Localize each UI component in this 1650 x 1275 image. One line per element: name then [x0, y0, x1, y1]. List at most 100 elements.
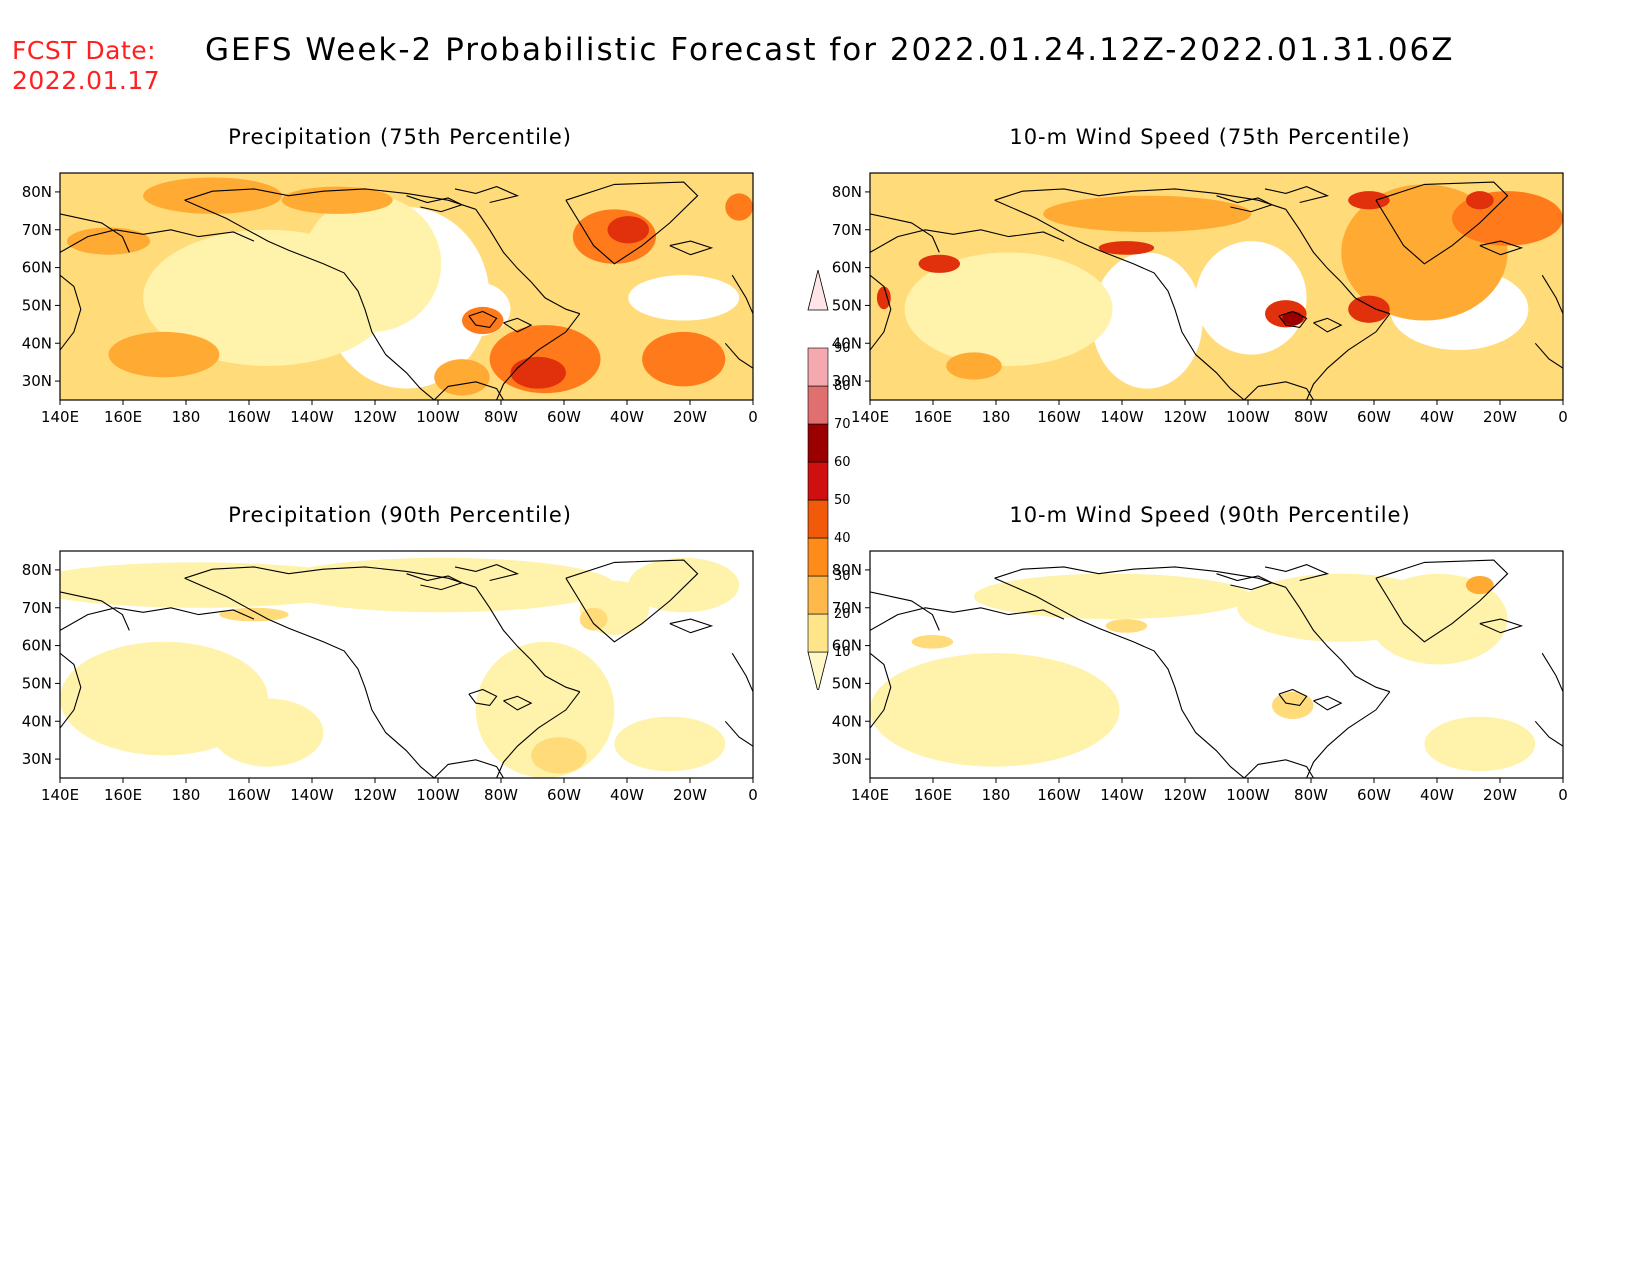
coastline — [1278, 310, 1308, 328]
coastline — [184, 199, 435, 400]
shaded-area — [1195, 241, 1307, 355]
coastline — [1541, 274, 1563, 314]
lon-tick-label: 0 — [1558, 408, 1568, 426]
lon-tick-label: 40W — [1420, 786, 1454, 804]
shaded-area — [1098, 241, 1155, 255]
lon-tick-label: 20W — [1483, 786, 1517, 804]
lon-tick-label: 160W — [227, 408, 271, 426]
coastline — [475, 586, 580, 693]
lat-tick-label: 50N — [22, 674, 52, 692]
lon-tick-label: 140W — [1100, 408, 1144, 426]
map-frame — [59, 172, 754, 401]
shaded-area — [1043, 195, 1252, 233]
coastline — [870, 229, 1065, 253]
forecast-date-block: FCST Date: 2022.01.17 — [12, 36, 160, 96]
map-frame — [59, 550, 754, 779]
lat-tick-label: 30N — [832, 372, 862, 390]
lat-tick-label: 60N — [832, 259, 862, 277]
shaded-area — [918, 254, 961, 273]
coastline — [994, 566, 1286, 588]
shaded-area — [1271, 691, 1314, 719]
coastline — [503, 317, 533, 333]
coastline — [433, 759, 504, 778]
lon-tick-label: 20W — [673, 786, 707, 804]
coastline — [1306, 313, 1391, 400]
lon-tick-label: 60W — [547, 408, 581, 426]
colorbar-label: 60 — [834, 455, 851, 470]
colorbar-segment — [807, 537, 829, 577]
coastline — [1313, 695, 1343, 711]
lat-tick-label: 70N — [832, 221, 862, 239]
lat-tick-label: 30N — [832, 750, 862, 768]
shaded-area — [219, 607, 289, 622]
coastline — [60, 213, 130, 253]
lat-tick-label: 80N — [22, 561, 52, 579]
coastline — [454, 186, 520, 204]
coastline — [60, 652, 82, 729]
colorbar-segment — [807, 575, 829, 615]
colorbar-segment — [807, 423, 829, 463]
coastline — [724, 342, 753, 369]
colorbar-label: 70 — [834, 417, 851, 432]
coastline — [1264, 186, 1330, 204]
map-frame — [869, 550, 1564, 779]
shaded-field — [60, 551, 753, 778]
coastline — [669, 618, 714, 634]
lon-tick-label: 180 — [172, 408, 201, 426]
panel-wind-75: 10-m Wind Speed (75th Percentile) 140E 16… — [810, 125, 1610, 445]
coastline — [565, 181, 699, 265]
panel-precip-75: Precipitation (75th Percentile) 140E 160E… — [0, 125, 800, 445]
shaded-area — [725, 193, 753, 221]
lon-tick-label: 160E — [914, 786, 952, 804]
lon-tick-label: 140W — [1100, 786, 1144, 804]
lon-tick-label: 120W — [353, 786, 397, 804]
coastline — [669, 240, 714, 256]
lon-tick-label: 80W — [484, 786, 518, 804]
lat-tick-label: 40N — [22, 712, 52, 730]
coastline — [1375, 181, 1509, 265]
lon-tick-label: 120W — [1163, 408, 1207, 426]
lon-tick-label: 40W — [610, 408, 644, 426]
coastline — [1313, 317, 1343, 333]
shaded-area — [143, 177, 282, 214]
lon-tick-label: 40W — [1420, 408, 1454, 426]
lon-tick-label: 160W — [227, 786, 271, 804]
panel-title: 10-m Wind Speed (90th Percentile) — [1009, 503, 1411, 527]
shaded-area — [911, 634, 954, 649]
shaded-area — [946, 352, 1002, 380]
coastline — [468, 310, 498, 328]
shaded-area — [628, 275, 740, 321]
coastline — [1375, 559, 1509, 643]
lon-tick-label: 80W — [1294, 786, 1328, 804]
lat-tick-label: 70N — [832, 599, 862, 617]
coastline — [994, 577, 1245, 778]
lat-tick-label: 40N — [22, 334, 52, 352]
shaded-area — [510, 356, 566, 389]
colorbar-segment — [807, 347, 829, 387]
coastline — [1264, 564, 1330, 582]
coastline — [184, 577, 435, 778]
shaded-area — [1091, 252, 1203, 389]
lon-tick-label: 0 — [748, 786, 758, 804]
shaded-area — [1105, 619, 1148, 633]
shaded-area — [642, 331, 726, 387]
coastlines — [60, 181, 753, 400]
map-frame — [869, 172, 1564, 401]
coastline — [870, 591, 940, 631]
lat-tick-label: 30N — [22, 750, 52, 768]
lon-tick-label: 180 — [172, 786, 201, 804]
colorbar-label: 50 — [834, 493, 851, 508]
lon-tick-label: 160W — [1037, 786, 1081, 804]
shaded-area — [1424, 716, 1536, 772]
shaded-area — [1348, 191, 1390, 210]
coastline — [406, 573, 464, 591]
colorbar-tip-low — [807, 651, 829, 690]
shaded-area — [267, 557, 615, 613]
lat-tick-label: 50N — [832, 296, 862, 314]
shaded-area — [531, 737, 587, 774]
colorbar-segment — [807, 385, 829, 425]
lat-tick-label: 60N — [22, 637, 52, 655]
coastline — [870, 274, 892, 351]
coastline — [1306, 691, 1391, 778]
coastline — [1479, 618, 1524, 634]
